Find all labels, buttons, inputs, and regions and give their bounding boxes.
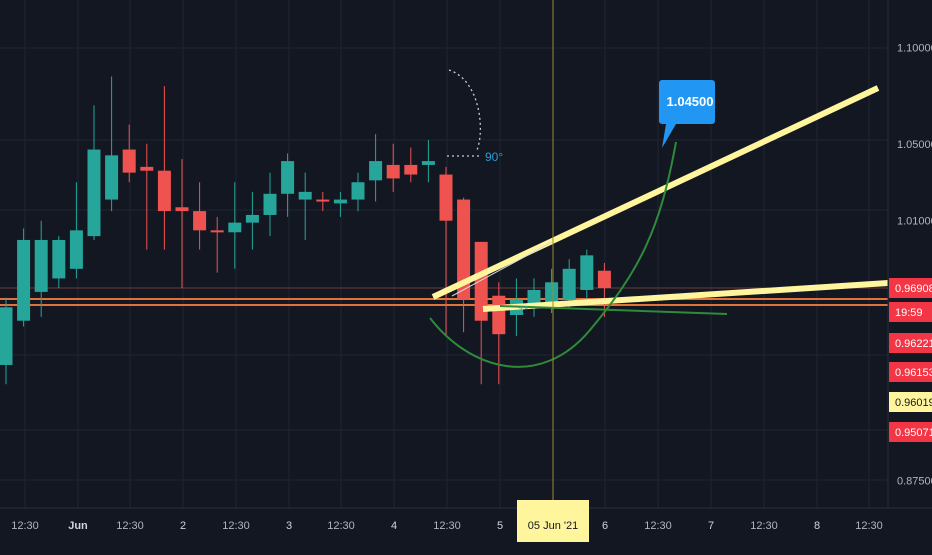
time-tick-label: 12:30 <box>116 520 144 532</box>
candle-down <box>122 149 136 173</box>
time-axis: 12:30 Jun 12:30 2 12:30 3 12:30 4 12:30 5 12:30 6 12… <box>0 500 932 542</box>
price-label-bg <box>889 278 932 298</box>
candle-up <box>562 268 576 300</box>
candle-up <box>263 193 277 215</box>
candle-down <box>210 230 224 233</box>
drawings: 90° 1° 1.04500 <box>429 69 889 368</box>
candle-up <box>52 239 66 279</box>
curve-arc <box>429 141 677 368</box>
candle-up <box>281 161 295 194</box>
callout-label: 1.04500 <box>667 94 714 109</box>
candle-down <box>386 164 400 179</box>
time-tick-label: 4 <box>391 520 397 532</box>
price-tick-label: 1.05000 <box>897 139 932 151</box>
candle-up <box>545 282 559 304</box>
candle-up <box>421 161 435 165</box>
candle-up <box>0 307 13 365</box>
candle-up <box>245 214 259 223</box>
price-label-bg <box>889 302 932 322</box>
price-label-bg <box>889 333 932 353</box>
time-tick-label: Jun <box>68 520 88 532</box>
ray-line <box>451 241 553 297</box>
time-tick-label: 12:30 <box>750 520 778 532</box>
price-label-bg <box>889 392 932 412</box>
candle-down <box>193 211 207 231</box>
candle-down <box>597 270 611 289</box>
time-tick-label: 3 <box>286 520 292 532</box>
trend-line-lower <box>482 280 889 312</box>
time-tick-label: 12:30 <box>327 520 355 532</box>
candle-down <box>457 199 471 300</box>
candle-up <box>105 155 119 200</box>
candles <box>0 76 611 385</box>
price-label-bg <box>889 362 932 382</box>
candle-up <box>580 255 594 290</box>
candle-up <box>369 161 383 181</box>
candle-down <box>175 207 189 212</box>
candle-up <box>69 230 83 269</box>
candle-down <box>140 166 154 171</box>
candle-up <box>87 149 101 237</box>
time-tick-label: 12:30 <box>433 520 461 532</box>
flat-line-green <box>499 305 728 315</box>
candle-up <box>228 222 242 233</box>
price-tick-label: 1.10000 <box>897 43 932 55</box>
time-tick-label: 12:30 <box>855 520 883 532</box>
time-tick-label: 8 <box>814 520 820 532</box>
angle-arc <box>448 69 482 151</box>
crosshair-date-label-bg <box>517 500 589 542</box>
price-label: 0.96019 <box>895 397 932 409</box>
candle-up <box>34 239 48 292</box>
time-tick-label: 12:30 <box>11 520 39 532</box>
price-label: 0.96221 <box>895 338 932 350</box>
time-tick-label: 5 <box>497 520 503 532</box>
candle-down <box>404 164 418 175</box>
price-label: 19:59 <box>895 307 923 319</box>
time-tick-label: 12:30 <box>644 520 672 532</box>
time-tick-label: 12:30 <box>222 520 250 532</box>
small-label: 1° <box>518 305 529 317</box>
candle-up <box>333 199 347 204</box>
time-tick-label: 6 <box>602 520 608 532</box>
candle-up <box>351 182 365 200</box>
time-tick-label: 2 <box>180 520 186 532</box>
price-label: 0.95071 <box>895 427 932 439</box>
candle-down <box>474 241 488 321</box>
candle-down <box>439 174 453 221</box>
candle-down <box>316 199 330 202</box>
angle-label: 90° <box>485 150 503 164</box>
horizontal-levels <box>0 287 888 306</box>
callout-bubble <box>659 80 715 148</box>
candle-down <box>157 170 171 212</box>
crosshair-date-label: 05 Jun '21 <box>528 520 578 532</box>
trend-line-upper <box>431 85 880 300</box>
price-label-bg <box>889 422 932 442</box>
candle-up <box>17 239 31 321</box>
candle-up <box>298 191 312 200</box>
candle-down <box>492 295 506 335</box>
price-label: 0.96153 <box>895 367 932 379</box>
price-label: 0.96908 <box>895 283 932 295</box>
time-tick-label: 7 <box>708 520 714 532</box>
